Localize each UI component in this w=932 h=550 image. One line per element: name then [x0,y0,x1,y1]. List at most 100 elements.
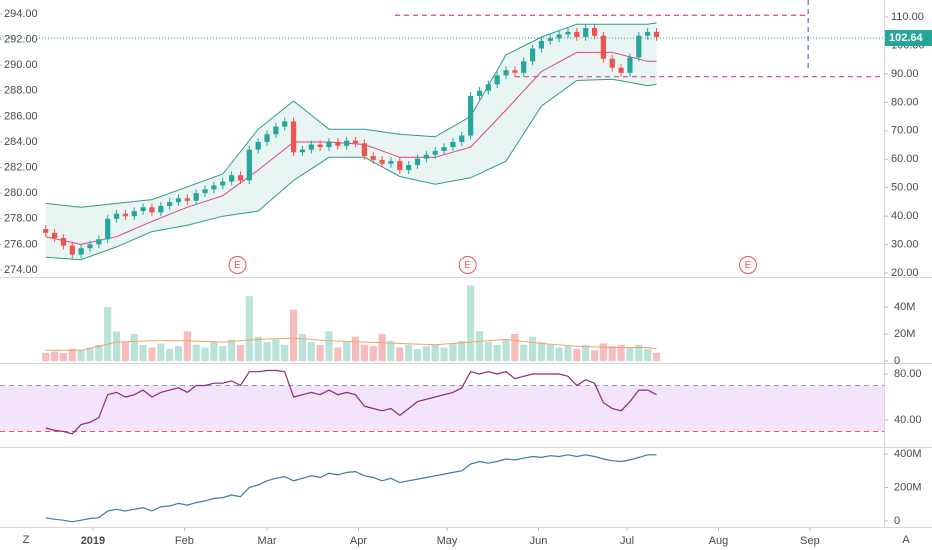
candle-body [636,35,642,58]
candle-body [468,95,474,136]
volume-bar [316,344,324,362]
volume-bar [192,344,200,362]
volume-bar [254,336,262,362]
y-tick-label: 0 [894,355,900,367]
volume-bar [644,348,652,362]
candle-body [618,67,624,73]
y-tick-label: 40.00 [894,414,922,426]
candle-body [237,175,244,181]
y-tick-label: 280.00 [4,187,38,199]
volume-bar [201,347,209,362]
volume-ma [45,337,657,351]
volume-bar [219,346,227,362]
x-tick-label: Aug [709,535,729,547]
volume-bar [289,309,298,362]
volume-bar [95,344,103,362]
candle-body [450,141,456,148]
x-tick-label: Jul [620,535,634,547]
x-tick-label: 2019 [81,535,105,547]
volume-bar [413,348,422,362]
volume-bar [139,344,147,362]
candle-body [69,245,75,255]
x-tick-label: Apr [350,535,367,547]
upper-band [45,22,657,208]
volume-bar [351,336,360,362]
y2-tick-label: 50.00 [891,182,919,194]
volume-bar [307,342,315,362]
y-tick-label: 292.00 [4,33,38,45]
y-tick-label: 288.00 [4,85,38,97]
volume-bar [360,344,368,362]
candle-body [556,34,562,39]
y-tick-label: 294.00 [4,8,38,20]
candle-body [255,141,261,150]
volume-bar [573,348,581,362]
candle-body [476,90,483,96]
candle-body [397,161,403,171]
auto-button[interactable] [895,530,917,548]
candle-body [264,134,270,142]
y-tick-label: 400M [894,448,922,460]
candle-body [441,147,447,151]
candle-body [414,158,421,165]
volume-bar [174,346,183,362]
candle-body [87,244,93,249]
earnings-marker [458,256,477,274]
candle-body [140,207,146,212]
y2-tick-label: 30.00 [891,238,919,250]
last-value-label: 102.64 [889,32,924,44]
candle-body [627,57,633,73]
y-tick-label: 290.00 [4,59,38,71]
candle-body [485,84,491,91]
volume-bar [325,331,333,362]
candle-body [105,218,111,240]
candle-body [282,121,288,127]
candle-body [379,159,385,164]
candle-body [494,75,500,85]
volume-bar [378,334,386,362]
volume-bar [121,342,130,362]
volume-bar [484,342,492,362]
volume-bar [537,342,546,362]
candle-body [609,58,615,68]
candle-body [600,35,606,59]
y2-tick-label: 20.00 [891,267,919,279]
y2-tick-label: 90.00 [891,68,919,80]
volume-bar [228,339,236,362]
volume-bar [467,285,475,362]
volume-bar [210,342,218,362]
candle-body [299,149,306,153]
volume-bar [86,347,94,362]
candle-body [122,213,129,217]
candle-body [370,156,376,160]
candle-body [344,140,350,146]
volume-bar [599,343,607,362]
volume-bar [236,344,245,362]
candle-body [220,181,226,186]
candle-body [645,31,651,36]
candle-body [211,185,217,190]
candle-body [51,232,58,238]
scale-button[interactable] [15,530,37,548]
earnings-label: E [745,260,752,271]
volume-bar [183,331,191,362]
scale-button-label[interactable]: Z [23,534,30,546]
candle-body [184,198,190,201]
volume-bar [520,344,528,362]
x-tick-label: May [437,535,458,547]
candle-body [512,70,518,73]
candle-body [574,31,580,37]
y-tick-label: 276.00 [4,238,38,250]
auto-button-label[interactable]: A [902,534,910,546]
volume-bar [112,331,121,362]
volume-bar [166,348,174,362]
volume-bar [334,347,342,362]
y-tick-label: 286.00 [4,110,38,122]
y2-tick-label: 40.00 [891,210,919,222]
candle-body [202,189,208,194]
volume-bar [387,340,395,362]
indicator-line [45,454,657,523]
candle-body [158,205,164,213]
earnings-marker [228,256,247,274]
